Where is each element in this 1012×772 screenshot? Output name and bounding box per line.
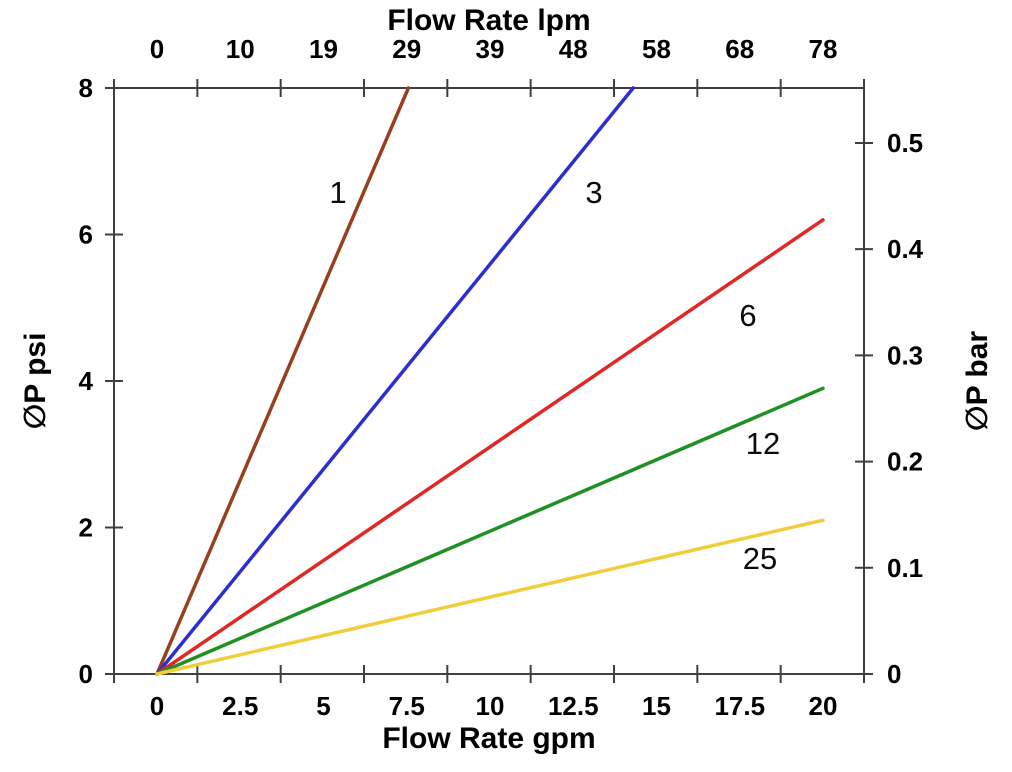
- y-tick-label-right: 0.1: [887, 553, 923, 583]
- x-tick-label-bottom: 2.5: [222, 691, 258, 721]
- series-label-25: 25: [743, 541, 777, 576]
- y-tick-label-left: 8: [79, 73, 93, 103]
- series-line-3: [155, 86, 635, 676]
- series-label-1: 1: [329, 175, 346, 210]
- x-tick-label-top: 78: [809, 34, 838, 64]
- y-tick-label-right: 0.5: [887, 128, 923, 158]
- x-tick-label-top: 29: [392, 34, 421, 64]
- series-line-1: [155, 86, 411, 676]
- y-tick-label-left: 4: [79, 366, 94, 396]
- y-tick-label-right: 0.4: [887, 234, 924, 264]
- top-axis-title: Flow Rate lpm: [387, 4, 591, 37]
- x-tick-label-bottom: 17.5: [714, 691, 765, 721]
- x-tick-label-bottom: 12.5: [548, 691, 599, 721]
- series-label-6: 6: [739, 298, 756, 333]
- series-line-12: [155, 386, 825, 676]
- x-tick-label-top: 39: [476, 34, 505, 64]
- x-tick-label-top: 10: [226, 34, 255, 64]
- y-tick-label-left: 2: [79, 513, 93, 543]
- bottom-axis-title: Flow Rate gpm: [382, 722, 596, 755]
- y-tick-label-right: 0.3: [887, 340, 923, 370]
- x-tick-label-top: 0: [150, 34, 164, 64]
- x-tick-label-top: 58: [642, 34, 671, 64]
- x-tick-label-top: 19: [309, 34, 338, 64]
- y-tick-label-left: 0: [79, 659, 93, 689]
- y-tick-label-right: 0.2: [887, 447, 923, 477]
- x-tick-label-bottom: 7.5: [389, 691, 425, 721]
- x-tick-label-bottom: 0: [150, 691, 164, 721]
- series-label-3: 3: [585, 175, 602, 210]
- y-tick-label-left: 6: [79, 220, 93, 250]
- x-tick-label-bottom: 5: [316, 691, 330, 721]
- x-tick-label-bottom: 10: [476, 691, 505, 721]
- x-tick-label-bottom: 15: [642, 691, 671, 721]
- x-tick-label-top: 48: [559, 34, 588, 64]
- series-line-6: [155, 218, 825, 676]
- y-tick-label-right: 0: [887, 659, 901, 689]
- series-line-25: [155, 518, 825, 676]
- x-tick-label-bottom: 20: [809, 691, 838, 721]
- series-label-12: 12: [746, 426, 780, 461]
- x-tick-label-top: 68: [725, 34, 754, 64]
